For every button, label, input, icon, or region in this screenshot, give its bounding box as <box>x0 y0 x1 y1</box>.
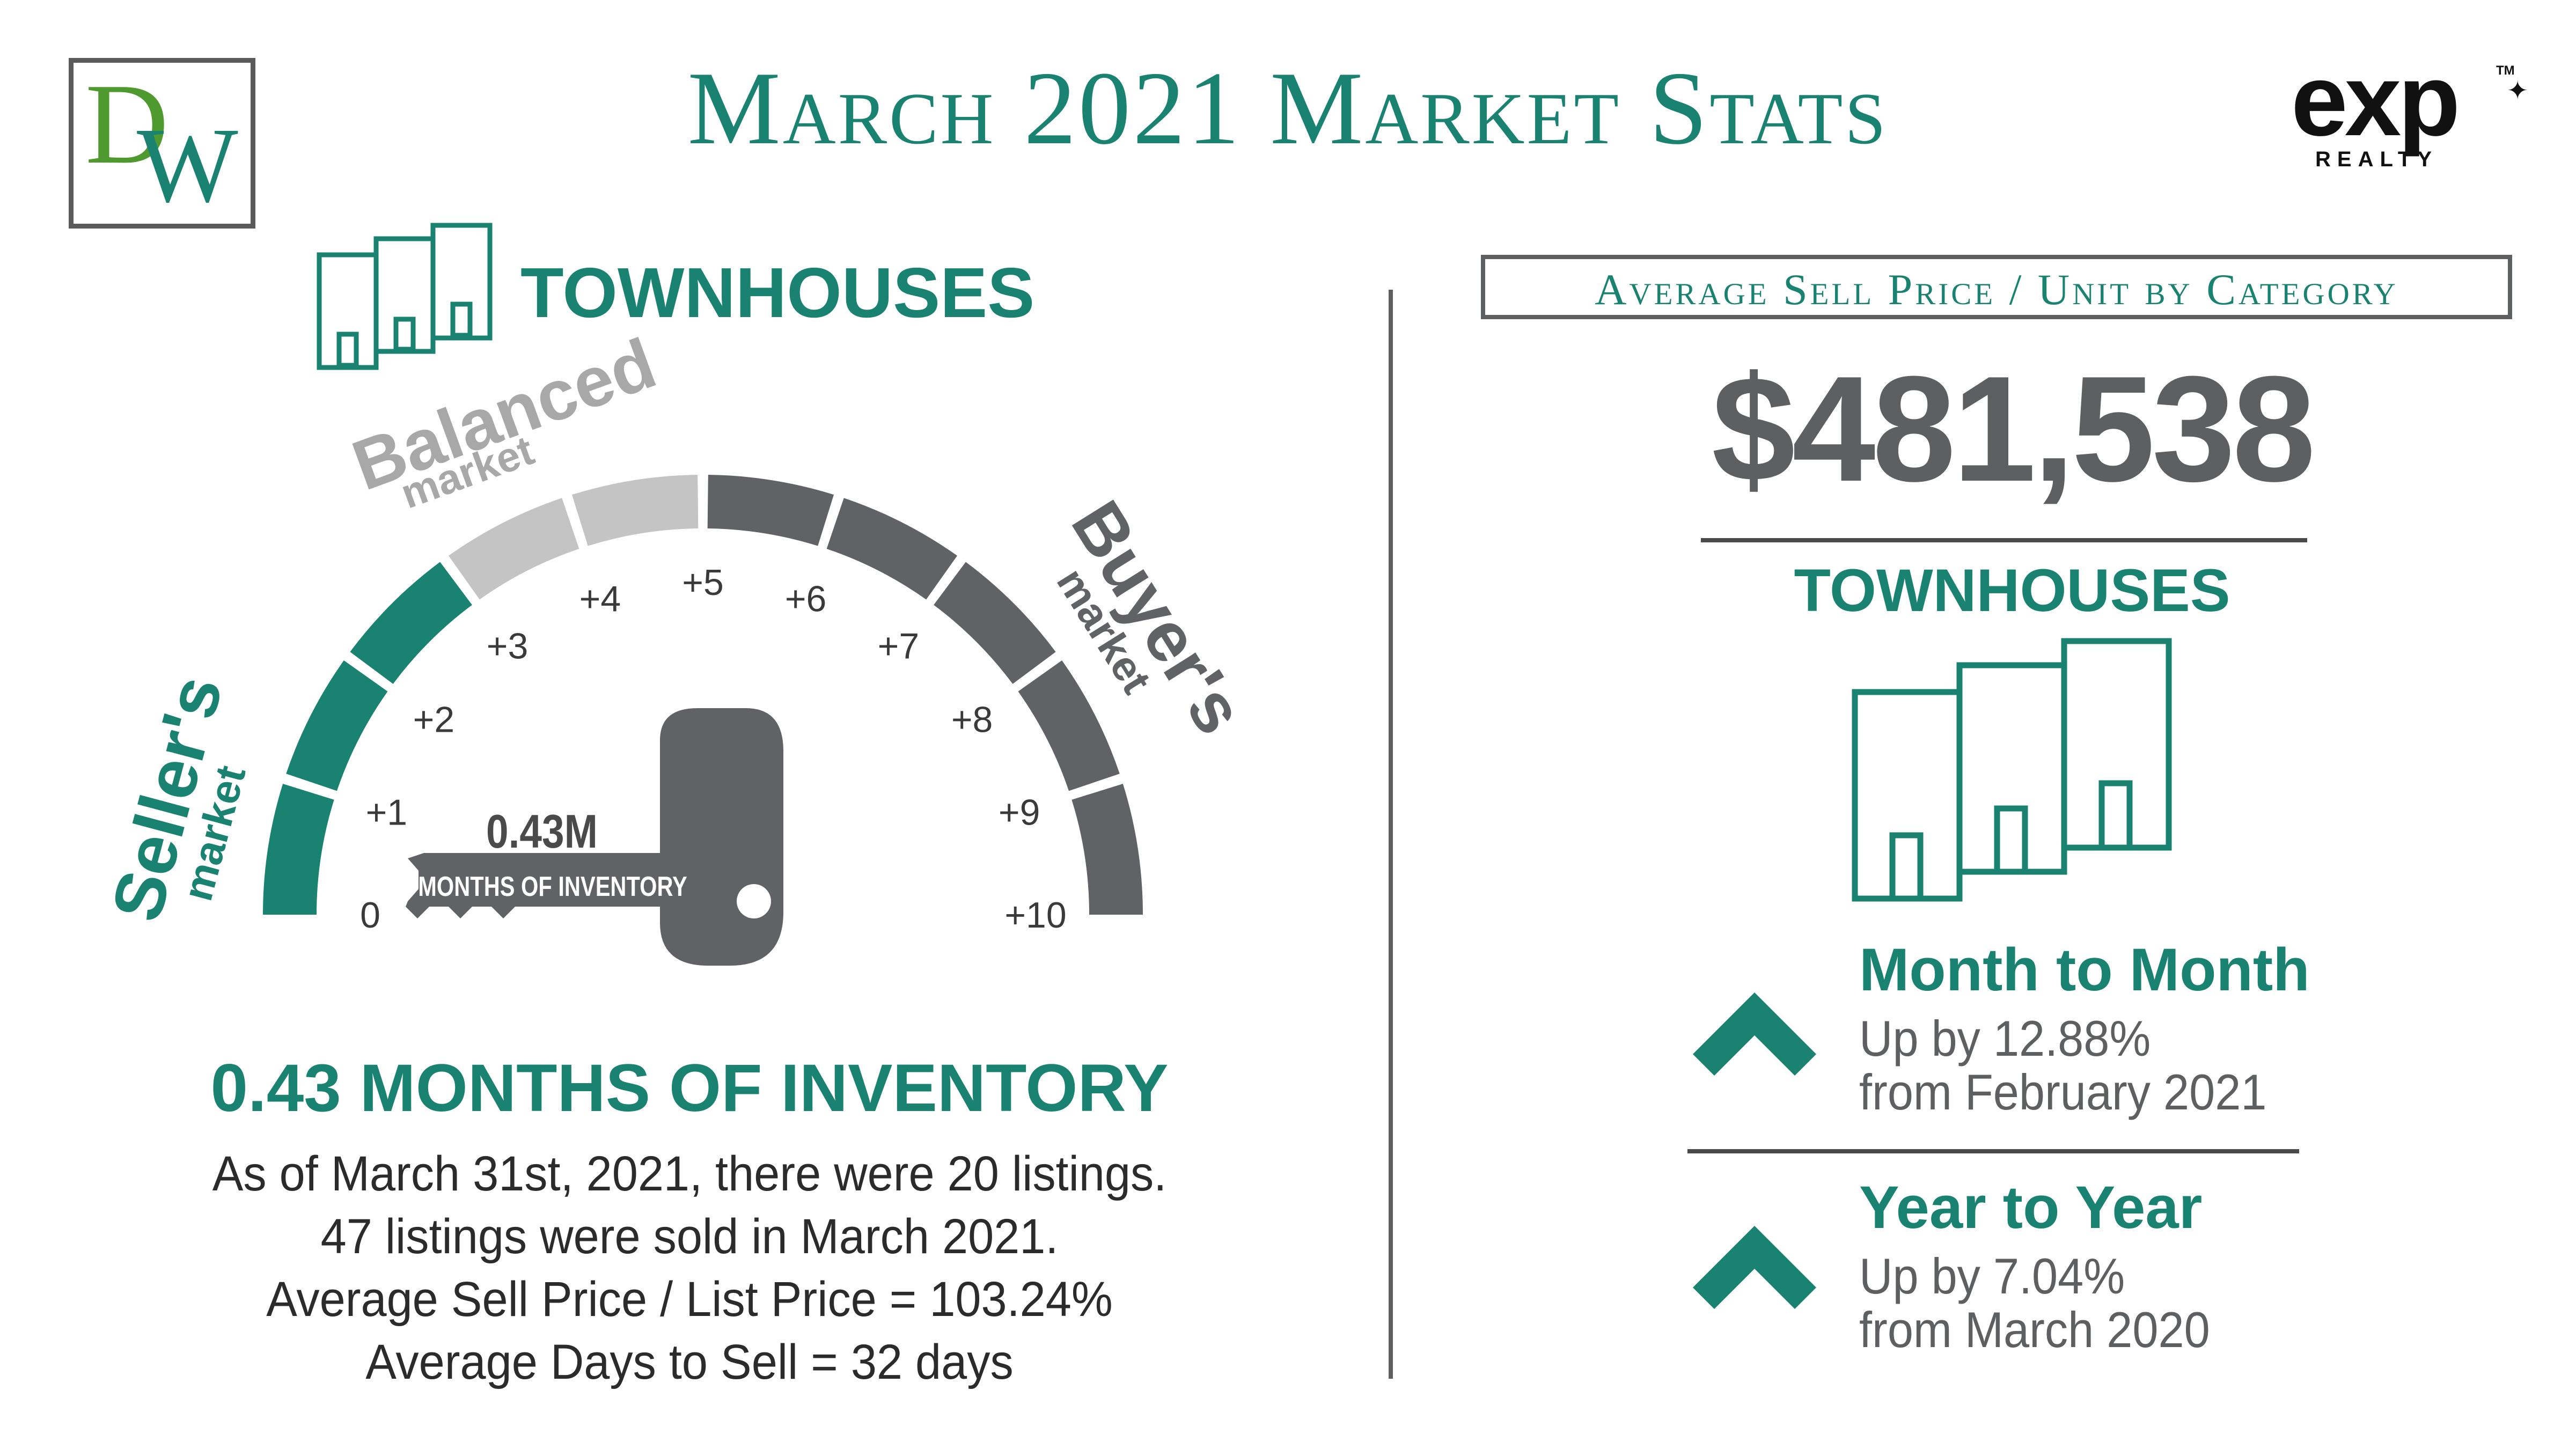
detail-days-to-sell: Average Days to Sell = 32 days <box>365 1335 1014 1389</box>
detail-sold: 47 listings were sold in March 2021. <box>320 1209 1059 1264</box>
gauge-tick-label: +2 <box>413 700 455 740</box>
gauge-segment <box>350 562 472 684</box>
townhouse-icon <box>317 223 493 370</box>
exp-subtitle: REALTY <box>2315 148 2439 171</box>
inventory-headline: 0.43 MONTHS OF INVENTORY <box>210 1051 1169 1126</box>
month-to-month-change: Up by 12.88% <box>1859 1010 2151 1066</box>
gauge-segment <box>1018 660 1120 791</box>
category-label-right: TOWNHOUSES <box>1794 557 2230 624</box>
gauge-tick-label: +1 <box>366 792 408 833</box>
gauge-tick-label: +9 <box>999 792 1040 833</box>
gauge-segment <box>934 562 1056 684</box>
gauge-tick-label: +5 <box>682 562 724 603</box>
gauge-segment <box>286 660 388 791</box>
month-to-month-stat: Month to Month Up by 12.88% from Februar… <box>1859 940 2310 1119</box>
gauge-tick-label: 0 <box>360 895 380 936</box>
price-divider <box>1701 538 2307 542</box>
gauge-tick-label: +7 <box>878 626 920 666</box>
gauge-segment <box>1072 783 1143 915</box>
exp-wordmark: exp <box>2291 43 2460 157</box>
year-to-year-change: Up by 7.04% <box>1859 1248 2125 1304</box>
townhouse-icon-large <box>1852 638 2172 902</box>
detail-listings: As of March 31st, 2021, there were 20 li… <box>212 1146 1167 1201</box>
dw-logo-letter-d: D <box>85 60 169 188</box>
inventory-details: As of March 31st, 2021, there were 20 li… <box>80 1143 1298 1394</box>
year-to-year-stat: Year to Year Up by 7.04% from March 2020 <box>1859 1178 2241 1357</box>
gauge-tick-label: +4 <box>579 578 621 619</box>
average-sell-price: $481,538 <box>1712 345 2316 513</box>
gauge-tick-label: +6 <box>785 578 827 619</box>
key-value-label: 0.43M <box>486 805 598 858</box>
gauge-segment <box>571 475 699 546</box>
exp-realty-logo: exp TM ✦ REALTY <box>2291 49 2528 177</box>
month-to-month-period: from February 2021 <box>1859 1064 2267 1120</box>
gauge-tick-label: +3 <box>487 626 529 666</box>
chevron-up-icon <box>1693 992 1816 1076</box>
gauge-segment <box>263 783 334 915</box>
key-icon <box>406 708 783 966</box>
chevron-up-icon <box>1693 1226 1816 1309</box>
dw-logo-letter-w: W <box>137 106 238 225</box>
maple-leaf-icon: ✦ <box>2507 77 2529 105</box>
market-gauge: 0+1+2+3+4 +5 +6+7+8+9+10 Seller'smarketBal… <box>97 323 1260 966</box>
gauge-segment <box>826 498 957 600</box>
stats-divider <box>1687 1149 2299 1153</box>
gauge-tick-label: +10 <box>1004 895 1066 936</box>
dw-logo: D W <box>69 58 255 229</box>
gauge-segment <box>449 498 579 600</box>
panel-divider <box>1389 290 1393 1379</box>
year-to-year-title: Year to Year <box>1859 1174 2203 1241</box>
trademark-mark: TM <box>2496 63 2515 78</box>
page-title: March 2021 Market Stats <box>687 50 1888 166</box>
key-caption: MONTHS OF INVENTORY <box>418 871 687 902</box>
gauge-segment <box>707 475 834 546</box>
average-price-box-title: Average Sell Price / Unit by Category <box>1595 265 2398 314</box>
category-label: TOWNHOUSES <box>520 253 1035 332</box>
month-to-month-title: Month to Month <box>1859 936 2310 1003</box>
detail-sell-list-ratio: Average Sell Price / List Price = 103.24… <box>266 1272 1113 1327</box>
gauge-tick-label: +8 <box>951 700 993 740</box>
average-price-box: Average Sell Price / Unit by Category <box>1481 255 2512 319</box>
year-to-year-period: from March 2020 <box>1859 1301 2210 1358</box>
